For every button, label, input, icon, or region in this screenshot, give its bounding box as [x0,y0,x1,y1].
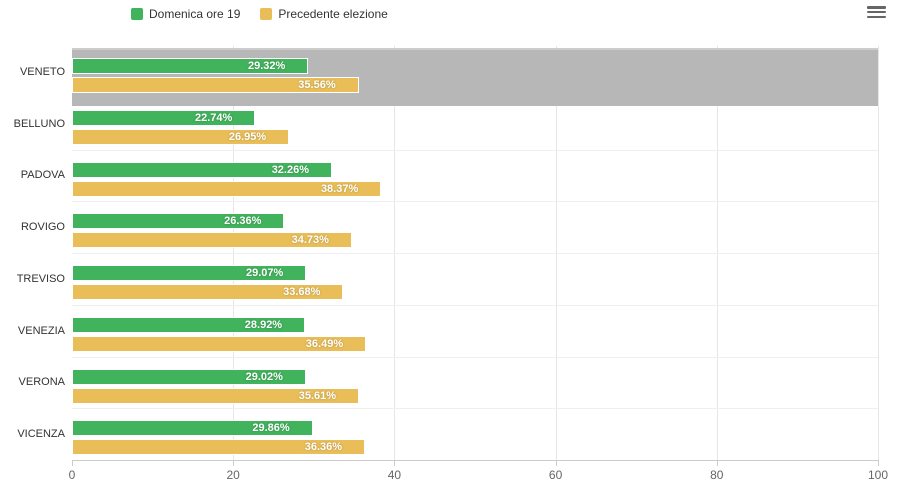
bar-domenica-ore-19-treviso[interactable]: 29.07% [72,265,307,281]
category-row-veneto: 29.32% 35.56% [72,46,878,98]
bar-value-label: 36.36% [304,441,343,454]
legend-label: Domenica ore 19 [149,7,241,21]
bar-precedente-elezione-treviso[interactable]: 33.68% [72,284,344,300]
bar-precedente-elezione-verona[interactable]: 35.61% [72,387,360,404]
x-axis-tick [716,460,718,466]
x-axis-tick-label: 20 [226,468,240,482]
category-row-belluno: 22.74% 26.95% [72,98,878,150]
bar-domenica-ore-19-vicenza[interactable]: 29.86% [72,420,313,437]
x-axis-tick-label: 60 [548,468,563,482]
bar-domenica-ore-19-belluno[interactable]: 22.74% [72,109,256,126]
gridline [878,46,879,460]
bar-value-label: 29.07% [245,267,284,279]
category-label-belluno: BELLUNO [13,117,65,130]
bar-value-label: 26.95% [228,130,267,143]
bar-value-label: 29.02% [245,370,283,383]
x-axis-tick [233,460,235,466]
bar-precedente-elezione-veneto[interactable]: 35.56% [72,77,359,93]
x-axis-tick [394,460,396,466]
category-row-rovigo: 26.36% 34.73% [72,201,878,253]
plot-area: 29.32% 35.56% 22.74% 26.95% 32.26% 38.37% 26.3… [72,46,879,461]
row-separator [72,201,878,203]
bar-domenica-ore-19-venezia[interactable]: 28.92% [72,316,306,333]
bar-value-label: 32.26% [271,163,309,176]
bar-precedente-elezione-vicenza[interactable]: 36.36% [72,439,366,456]
bar-value-label: 29.86% [252,422,290,435]
legend-swatch-green-icon [131,8,143,20]
bar-value-label: 33.68% [283,286,321,298]
category-label-veneto: VENETO [19,65,65,78]
x-axis-tick-label: 40 [387,468,402,482]
category-label-rovigo: ROVIGO [20,221,65,234]
row-separator [72,304,878,306]
bar-precedente-elezione-padova[interactable]: 38.37% [72,180,382,197]
x-axis-tick [555,460,557,466]
x-axis-tick-label: 0 [68,468,76,482]
legend-label: Precedente elezione [278,7,388,21]
bar-value-label: 38.37% [320,182,359,195]
bar-value-label: 35.61% [298,389,337,402]
bar-domenica-ore-19-padova[interactable]: 32.26% [72,161,332,178]
bar-value-label: 28.92% [244,318,283,331]
category-row-padova: 32.26% 38.37% [72,150,878,202]
bar-precedente-elezione-rovigo[interactable]: 34.73% [72,232,352,249]
bar-precedente-elezione-belluno[interactable]: 26.95% [72,128,290,145]
bar-value-label: 22.74% [194,111,233,124]
category-label-treviso: TREVISO [16,272,65,285]
category-label-vicenza: VICENZA [17,428,65,441]
legend-item-domenica-ore-19[interactable]: Domenica ore 19 [131,7,240,21]
row-separator [72,408,878,410]
bar-precedente-elezione-venezia[interactable]: 36.49% [72,335,367,352]
legend-item-precedente-elezione[interactable]: Precedente elezione [260,7,388,21]
x-axis-tick [72,460,73,466]
bar-value-label: 34.73% [291,234,329,247]
y-axis-labels: VENETO BELLUNO PADOVA ROVIGO TREVISO VENEZIA V… [0,0,65,502]
row-separator [72,149,878,151]
x-axis-tick [878,460,879,466]
category-row-vicenza: 29.86% 36.36% [72,408,878,460]
bar-domenica-ore-19-verona[interactable]: 29.02% [72,368,306,385]
bar-value-label: 35.56% [298,79,336,91]
category-label-padova: PADOVA [20,169,65,182]
bar-domenica-ore-19-veneto[interactable]: 29.32% [72,58,309,74]
category-label-verona: VERONA [18,376,65,389]
category-row-treviso: 29.07% 33.68% [72,253,878,305]
bar-domenica-ore-19-rovigo[interactable]: 26.36% [72,213,285,230]
x-axis-tick-label: 80 [710,468,724,482]
bar-value-label: 26.36% [224,215,262,228]
category-label-venezia: VENEZIA [17,324,65,337]
legend-swatch-yellow-icon [260,8,273,20]
bar-value-label: 29.32% [248,60,286,72]
category-row-venezia: 28.92% 36.49% [72,305,878,357]
row-separator [72,356,878,358]
bar-value-label: 36.49% [305,337,344,350]
chart-legend: Domenica ore 19 Precedente elezione [131,7,388,21]
hamburger-menu-icon[interactable] [867,6,886,18]
category-row-verona: 29.02% 35.61% [72,357,878,409]
row-separator [72,253,878,254]
x-axis-tick-label: 100 [867,468,889,482]
